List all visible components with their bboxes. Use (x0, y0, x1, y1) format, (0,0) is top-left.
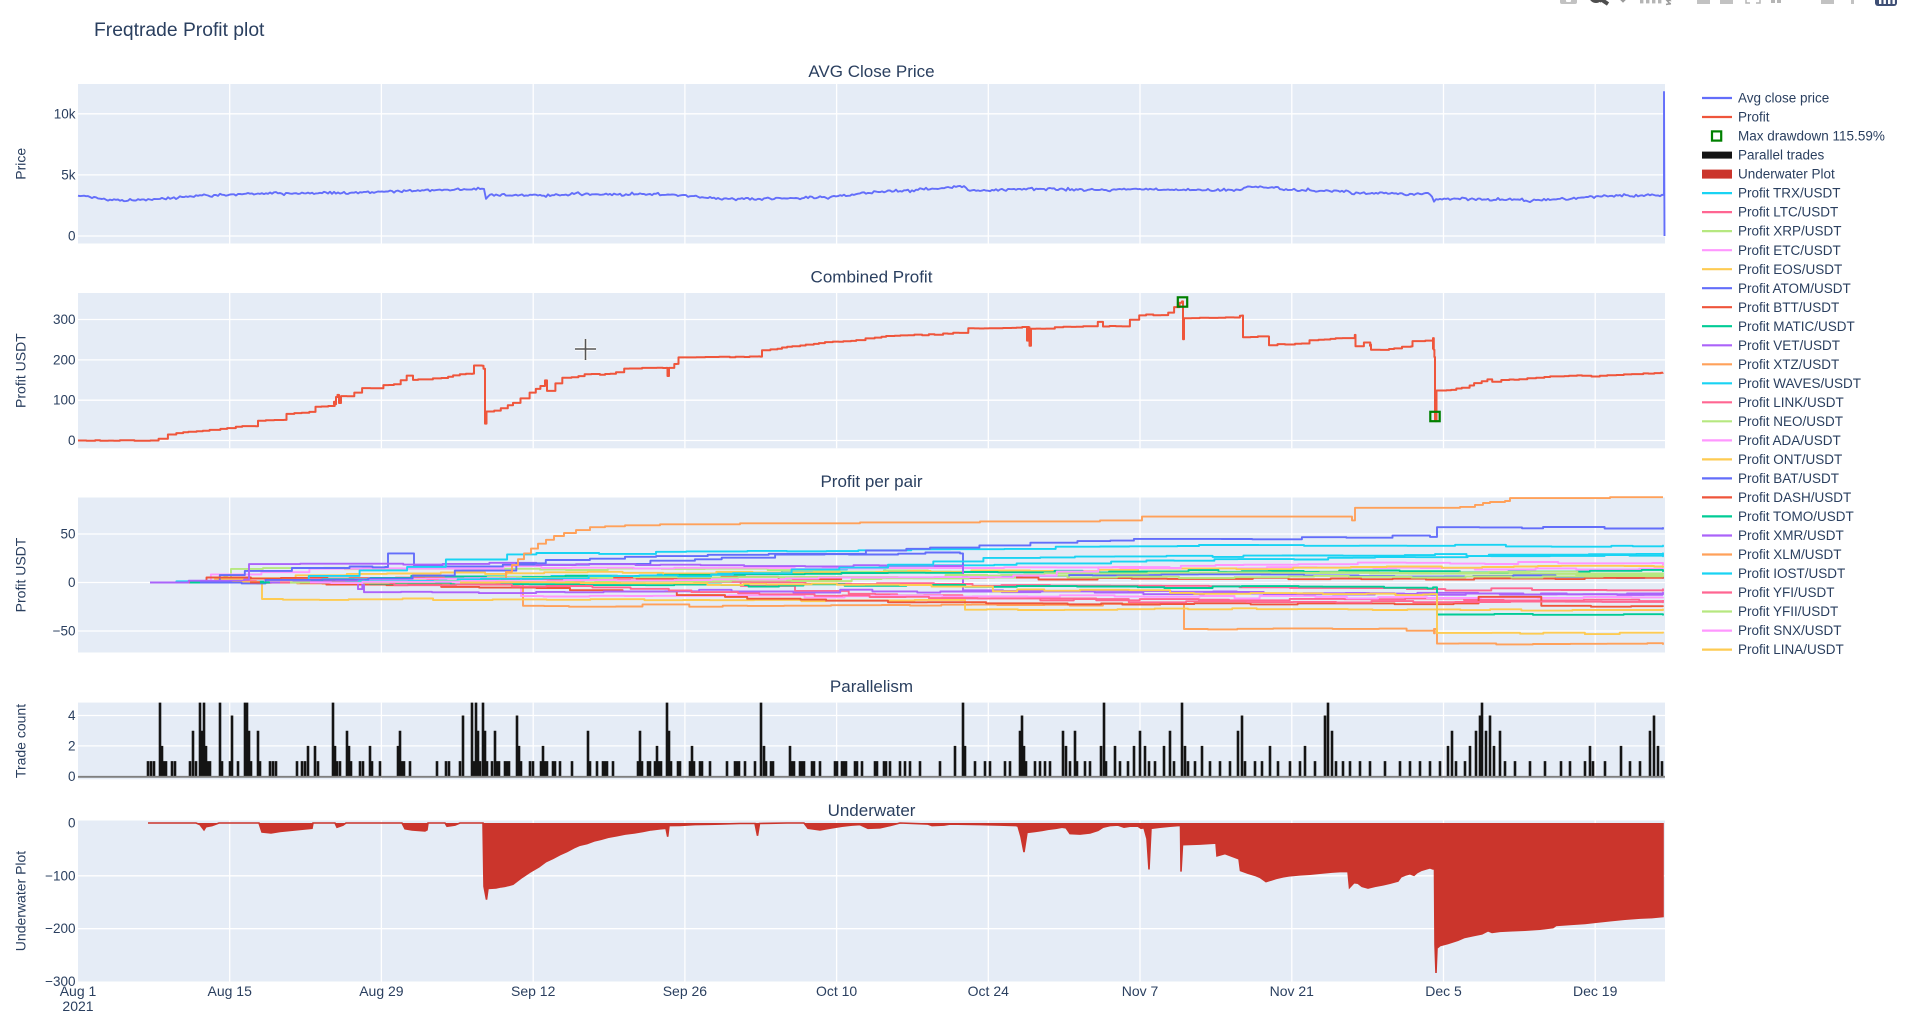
svg-text:Profit DASH/USDT: Profit DASH/USDT (1738, 490, 1851, 505)
svg-text:−100: −100 (45, 868, 75, 883)
svg-text:AVG Close Price: AVG Close Price (808, 62, 934, 81)
svg-text:Profit LTC/USDT: Profit LTC/USDT (1738, 205, 1838, 220)
svg-text:10k: 10k (54, 106, 76, 121)
svg-text:Profit USDT: Profit USDT (13, 537, 29, 612)
svg-text:Underwater Plot: Underwater Plot (1738, 167, 1835, 182)
svg-text:0: 0 (68, 229, 76, 244)
svg-text:0: 0 (68, 816, 76, 831)
svg-text:Profit TOMO/USDT: Profit TOMO/USDT (1738, 509, 1854, 524)
svg-text:Dec 5: Dec 5 (1425, 983, 1462, 999)
svg-text:2021: 2021 (62, 998, 93, 1014)
svg-text:Parallelism: Parallelism (830, 677, 913, 696)
svg-text:4: 4 (68, 708, 76, 723)
svg-text:Trade count: Trade count (13, 704, 29, 778)
svg-text:Profit XLM/USDT: Profit XLM/USDT (1738, 547, 1842, 562)
svg-text:Profit: Profit (1738, 110, 1770, 125)
svg-text:Nov 7: Nov 7 (1122, 983, 1159, 999)
svg-text:0: 0 (68, 575, 76, 590)
svg-text:Freqtrade Profit plot: Freqtrade Profit plot (94, 20, 265, 41)
svg-text:Profit LINK/USDT: Profit LINK/USDT (1738, 395, 1844, 410)
svg-text:0: 0 (68, 769, 76, 784)
svg-text:Aug 29: Aug 29 (359, 983, 404, 999)
svg-text:Profit WAVES/USDT: Profit WAVES/USDT (1738, 376, 1861, 391)
svg-text:Profit BTT/USDT: Profit BTT/USDT (1738, 300, 1839, 315)
svg-text:Price: Price (13, 148, 29, 180)
svg-text:−300: −300 (45, 974, 75, 989)
svg-text:Profit SNX/USDT: Profit SNX/USDT (1738, 623, 1842, 638)
svg-text:Sep 26: Sep 26 (663, 983, 708, 999)
svg-text:Underwater: Underwater (828, 801, 916, 820)
svg-text:Aug 1: Aug 1 (60, 983, 97, 999)
svg-text:Profit XMR/USDT: Profit XMR/USDT (1738, 528, 1844, 543)
svg-text:Profit ONT/USDT: Profit ONT/USDT (1738, 452, 1842, 467)
svg-text:Profit YFII/USDT: Profit YFII/USDT (1738, 604, 1838, 619)
svg-text:Nov 21: Nov 21 (1270, 983, 1315, 999)
svg-text:Combined Profit: Combined Profit (811, 268, 933, 287)
svg-text:Profit XRP/USDT: Profit XRP/USDT (1738, 224, 1842, 239)
svg-text:0: 0 (68, 433, 76, 448)
svg-text:Profit YFI/USDT: Profit YFI/USDT (1738, 585, 1835, 600)
svg-text:Profit XTZ/USDT: Profit XTZ/USDT (1738, 357, 1839, 372)
svg-text:Profit EOS/USDT: Profit EOS/USDT (1738, 262, 1842, 277)
svg-text:Aug 15: Aug 15 (208, 983, 253, 999)
svg-text:Profit MATIC/USDT: Profit MATIC/USDT (1738, 319, 1855, 334)
svg-text:Oct 24: Oct 24 (968, 983, 1009, 999)
svg-text:Avg close price: Avg close price (1738, 91, 1829, 106)
svg-text:5k: 5k (61, 167, 76, 182)
svg-text:200: 200 (53, 352, 76, 367)
svg-text:Profit VET/USDT: Profit VET/USDT (1738, 338, 1840, 353)
svg-text:50: 50 (60, 527, 75, 542)
svg-text:2: 2 (68, 738, 76, 753)
svg-text:Profit BAT/USDT: Profit BAT/USDT (1738, 471, 1839, 486)
svg-text:Profit IOST/USDT: Profit IOST/USDT (1738, 566, 1845, 581)
svg-text:Profit ETC/USDT: Profit ETC/USDT (1738, 243, 1841, 258)
svg-text:Underwater Plot: Underwater Plot (13, 851, 29, 951)
svg-text:Profit NEO/USDT: Profit NEO/USDT (1738, 414, 1843, 429)
svg-text:−200: −200 (45, 921, 75, 936)
svg-text:Profit USDT: Profit USDT (13, 333, 29, 408)
svg-text:Profit TRX/USDT: Profit TRX/USDT (1738, 186, 1841, 201)
svg-text:100: 100 (53, 393, 76, 408)
svg-text:Sep 12: Sep 12 (511, 983, 556, 999)
svg-text:Oct 10: Oct 10 (816, 983, 857, 999)
svg-text:300: 300 (53, 312, 76, 327)
svg-text:−50: −50 (53, 624, 76, 639)
svg-text:Profit ATOM/USDT: Profit ATOM/USDT (1738, 281, 1851, 296)
svg-text:Dec 19: Dec 19 (1573, 983, 1618, 999)
svg-text:Profit ADA/USDT: Profit ADA/USDT (1738, 433, 1841, 448)
svg-text:Profit LINA/USDT: Profit LINA/USDT (1738, 642, 1844, 657)
svg-text:Profit per pair: Profit per pair (820, 472, 922, 491)
svg-text:Max drawdown 115.59%: Max drawdown 115.59% (1738, 129, 1885, 144)
svg-text:Parallel trades: Parallel trades (1738, 148, 1825, 163)
